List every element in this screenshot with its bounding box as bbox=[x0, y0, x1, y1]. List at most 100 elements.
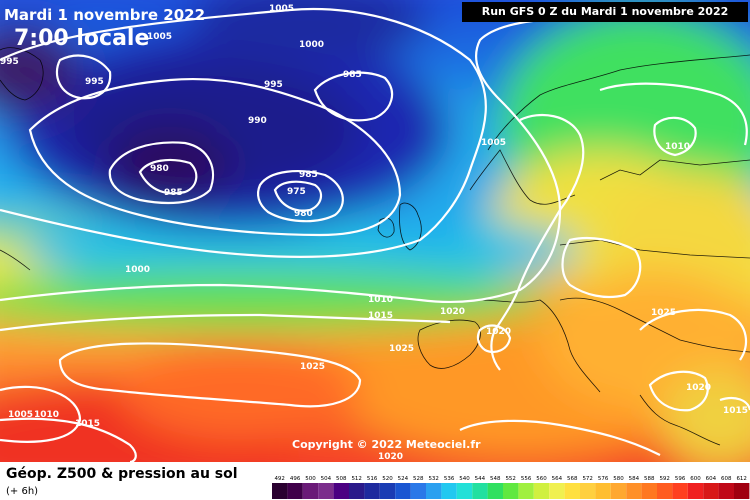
isobar-label: 1015 bbox=[723, 406, 748, 416]
legend-tick-label: 544 bbox=[475, 476, 486, 482]
legend-tick-label: 496 bbox=[290, 476, 301, 482]
legend-tick-label: 608 bbox=[721, 476, 732, 482]
model-run-label: Run GFS 0 Z du Mardi 1 novembre 2022 bbox=[462, 2, 748, 22]
legend-swatch bbox=[456, 483, 473, 499]
legend-swatch bbox=[518, 483, 534, 499]
isobar-label: 1005 bbox=[269, 4, 294, 14]
legend-swatch bbox=[333, 483, 349, 499]
legend-swatch bbox=[379, 483, 396, 499]
legend-tick-label: 532 bbox=[428, 476, 439, 482]
legend-tick-label: 568 bbox=[567, 476, 578, 482]
legend-tick-label: 500 bbox=[305, 476, 316, 482]
legend-tick-label: 536 bbox=[444, 476, 455, 482]
legend-swatch bbox=[595, 483, 611, 499]
isobar-label: 1015 bbox=[368, 311, 393, 321]
legend-swatch bbox=[703, 483, 719, 499]
legend-swatch bbox=[734, 483, 750, 499]
isobar-labels: 1005 1005 1000 985 995 995 995 990 980 9… bbox=[0, 4, 748, 462]
legend-tick-label: 520 bbox=[382, 476, 393, 482]
isobar-label: 1025 bbox=[651, 308, 676, 318]
legend-swatch bbox=[272, 483, 288, 499]
forecast-offset: (+ 6h) bbox=[6, 486, 39, 497]
isobar-label: 990 bbox=[248, 116, 267, 126]
isobar-label: 1020 bbox=[486, 327, 511, 337]
legend-tick-label: 576 bbox=[598, 476, 609, 482]
legend-swatch bbox=[441, 483, 457, 499]
legend-swatch bbox=[533, 483, 550, 499]
legend-swatch bbox=[426, 483, 442, 499]
isobar-label: 1010 bbox=[665, 142, 690, 152]
isobar-label: 1015 bbox=[75, 419, 100, 429]
legend-swatch bbox=[503, 483, 519, 499]
legend-tick-label: 528 bbox=[413, 476, 424, 482]
legend-swatch bbox=[657, 483, 673, 499]
legend-tick-label: 612 bbox=[736, 476, 747, 482]
forecast-time: 7:00 locale bbox=[14, 26, 150, 51]
legend-tick-label: 516 bbox=[367, 476, 378, 482]
isobar-label: 1020 bbox=[440, 307, 465, 317]
legend-tick-label: 524 bbox=[398, 476, 409, 482]
legend-swatch bbox=[549, 483, 565, 499]
legend-swatch bbox=[687, 483, 704, 499]
legend-tick-label: 560 bbox=[536, 476, 547, 482]
coastlines bbox=[0, 47, 750, 446]
legend-tick-label: 492 bbox=[274, 476, 285, 482]
legend-swatch bbox=[410, 483, 426, 499]
legend-tick-label: 564 bbox=[552, 476, 563, 482]
legend-tick-label: 584 bbox=[629, 476, 640, 482]
legend-swatch bbox=[395, 483, 411, 499]
isobar-label: 1025 bbox=[300, 362, 325, 372]
map-footer: Géop. Z500 & pression au sol (+ 6h) 492 4… bbox=[0, 462, 750, 500]
isobar-label: 985 bbox=[299, 170, 318, 180]
copyright: Copyright © 2022 Meteociel.fr bbox=[292, 438, 481, 451]
map-title: Géop. Z500 & pression au sol bbox=[6, 466, 238, 482]
isobar-label: 1000 bbox=[299, 40, 324, 50]
legend-swatch bbox=[626, 483, 642, 499]
legend-swatch bbox=[472, 483, 488, 499]
isobar-label: 985 bbox=[343, 70, 362, 80]
isobar-label: 985 bbox=[164, 188, 183, 198]
isobar-label: 1025 bbox=[389, 344, 414, 354]
legend-tick-label: 504 bbox=[321, 476, 332, 482]
legend-tick-label: 548 bbox=[490, 476, 501, 482]
legend-swatch bbox=[487, 483, 503, 499]
legend-tick-label: 508 bbox=[336, 476, 347, 482]
color-scale-legend: 492 496 500 504 508 512 516 520 524 528 532 536 540 5… bbox=[272, 476, 750, 499]
isobar-label: 1020 bbox=[686, 383, 711, 393]
isobar-label: 1005 bbox=[8, 410, 33, 420]
legend-tick-label: 596 bbox=[675, 476, 686, 482]
legend-swatch bbox=[641, 483, 657, 499]
isobar-label: 975 bbox=[287, 187, 306, 197]
legend-swatch bbox=[318, 483, 334, 499]
legend-tick-label: 572 bbox=[582, 476, 593, 482]
legend-swatch bbox=[672, 483, 688, 499]
legend-tick-label: 588 bbox=[644, 476, 655, 482]
legend-swatch bbox=[564, 483, 580, 499]
legend-swatch bbox=[718, 483, 734, 499]
legend-tick-label: 540 bbox=[459, 476, 470, 482]
isobar-label: 1005 bbox=[481, 138, 506, 148]
isobar-label: 1000 bbox=[125, 265, 150, 275]
isobar-label: 1005 bbox=[147, 32, 172, 42]
isobar-label: 1020 bbox=[378, 452, 403, 462]
legend-tick-label: 600 bbox=[690, 476, 701, 482]
legend-swatch bbox=[580, 483, 596, 499]
isobar-lines bbox=[0, 7, 750, 464]
isobar-label: 995 bbox=[0, 57, 19, 67]
isobar-label: 995 bbox=[85, 77, 104, 87]
legend-swatch bbox=[349, 483, 365, 499]
isobar-label: 995 bbox=[264, 80, 283, 90]
legend-swatch bbox=[610, 483, 627, 499]
legend-swatch bbox=[287, 483, 303, 499]
legend-tick-label: 604 bbox=[706, 476, 717, 482]
legend-swatch bbox=[364, 483, 380, 499]
isobar-label: 1010 bbox=[34, 410, 59, 420]
isobar-label: 980 bbox=[150, 164, 169, 174]
legend-tick-label: 592 bbox=[659, 476, 670, 482]
legend-tick-label: 556 bbox=[521, 476, 532, 482]
legend-tick-label: 552 bbox=[505, 476, 516, 482]
isobar-label: 980 bbox=[294, 209, 313, 219]
